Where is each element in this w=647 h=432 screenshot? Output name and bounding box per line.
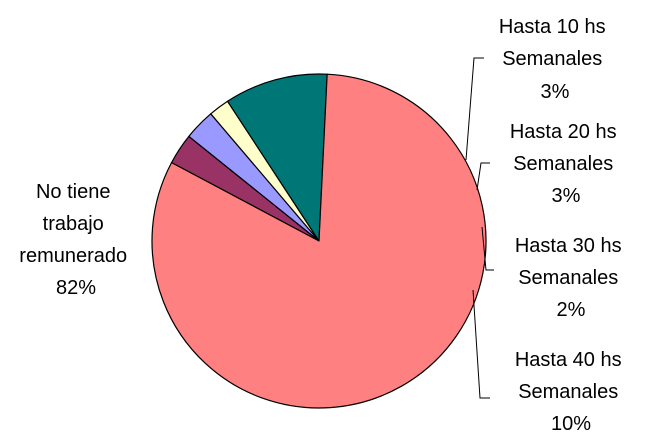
- label-hasta-40-percent: 10%: [551, 413, 591, 432]
- label-no-tiene-line-1: No tiene: [36, 181, 111, 203]
- label-hasta-20-percent: 3%: [552, 185, 581, 207]
- leader-line-hasta-40: [472, 289, 490, 399]
- leader-line-hasta-10: [465, 57, 484, 161]
- pie-slices: [151, 73, 487, 409]
- label-hasta-20-line-1: Hasta 20 hs: [510, 121, 617, 143]
- leader-lines: [465, 57, 494, 399]
- label-hasta-40: Hasta 40 hs Semanales 10%: [515, 349, 627, 432]
- label-no-tiene-line-3: remunerado: [19, 245, 127, 267]
- label-hasta-10-percent: 3%: [541, 81, 570, 103]
- label-hasta-30: Hasta 30 hs Semanales 2%: [515, 235, 627, 321]
- label-hasta-30-line-2: Semanales: [518, 267, 618, 289]
- label-hasta-30-line-1: Hasta 30 hs: [515, 235, 622, 257]
- label-hasta-40-line-1: Hasta 40 hs: [515, 349, 622, 371]
- pie-slice-4: [151, 73, 487, 409]
- label-hasta-10-line-2: Semanales: [502, 48, 602, 70]
- leader-line-hasta-30: [481, 226, 494, 271]
- label-hasta-10-line-1: Hasta 10 hs: [499, 16, 606, 38]
- label-hasta-20: Hasta 20 hs Semanales 3%: [510, 121, 622, 207]
- label-hasta-40-line-2: Semanales: [518, 381, 618, 403]
- pie-slice-3: [226, 73, 328, 242]
- leader-line-hasta-20: [476, 162, 490, 191]
- label-hasta-20-line-2: Semanales: [513, 153, 613, 175]
- label-no-tiene-percent: 82%: [56, 277, 96, 299]
- label-hasta-10: Hasta 10 hs Semanales 3%: [499, 16, 611, 103]
- label-no-tiene-line-2: trabajo: [43, 213, 104, 235]
- label-hasta-30-percent: 2%: [557, 299, 586, 321]
- label-no-tiene-trabajo: No tiene trabajo remunerado 82%: [19, 181, 132, 299]
